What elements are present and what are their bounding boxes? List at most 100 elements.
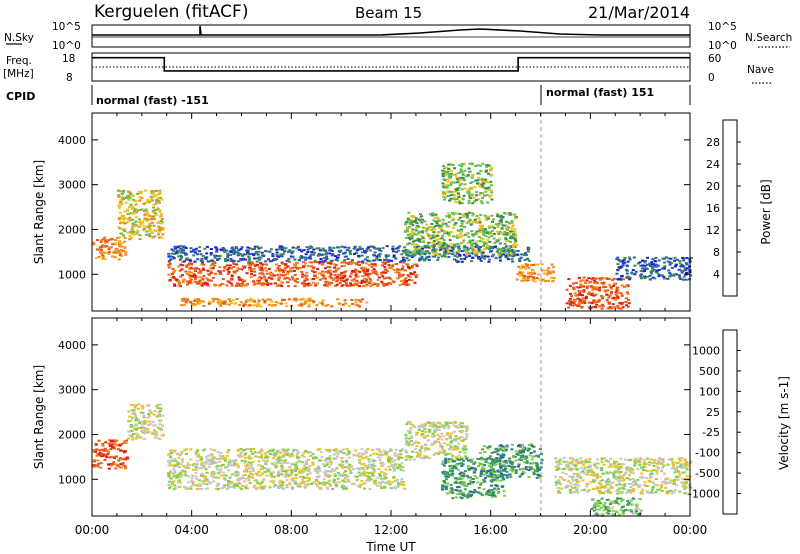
echo-cell bbox=[235, 269, 239, 272]
echo-cell bbox=[387, 480, 391, 483]
echo-cell bbox=[487, 215, 491, 218]
echo-cell bbox=[286, 277, 290, 279]
echo-cell bbox=[388, 461, 391, 464]
echo-cell bbox=[452, 244, 456, 247]
echo-cell bbox=[237, 482, 241, 485]
echo-cell bbox=[420, 430, 424, 433]
echo-cell bbox=[398, 275, 402, 278]
echo-cell bbox=[325, 256, 329, 258]
echo-cell bbox=[354, 449, 357, 452]
echo-cell bbox=[160, 222, 164, 225]
echo-cell bbox=[240, 283, 243, 286]
echo-cell bbox=[311, 481, 315, 484]
echo-cell bbox=[302, 476, 306, 479]
echo-cell bbox=[445, 432, 449, 435]
echo-cell bbox=[470, 193, 474, 196]
echo-cell bbox=[107, 452, 111, 455]
echo-cell bbox=[387, 455, 391, 458]
echo-cell bbox=[612, 296, 616, 299]
echo-cell bbox=[173, 284, 177, 287]
echo-cell bbox=[229, 282, 233, 285]
echo-cell bbox=[354, 280, 358, 283]
echo-cell bbox=[455, 496, 458, 499]
echo-cell bbox=[364, 273, 368, 276]
echo-cell bbox=[293, 463, 297, 466]
echo-cell bbox=[322, 275, 326, 278]
echo-cell bbox=[218, 266, 222, 269]
echo-cell bbox=[466, 242, 470, 245]
echo-cell bbox=[666, 260, 670, 263]
echo-cell bbox=[404, 281, 408, 284]
echo-cell bbox=[124, 441, 128, 444]
echo-cell bbox=[329, 461, 333, 464]
echo-cell bbox=[161, 221, 164, 224]
echo-cell bbox=[121, 462, 125, 465]
echo-cell bbox=[139, 411, 143, 414]
echo-cell bbox=[607, 301, 611, 304]
echo-cell bbox=[410, 252, 414, 255]
echo-cell bbox=[373, 482, 377, 484]
echo-cell bbox=[468, 252, 472, 254]
echo-cell bbox=[213, 297, 217, 300]
echo-cell bbox=[661, 257, 665, 260]
echo-cell bbox=[485, 242, 489, 245]
echo-cell bbox=[128, 415, 132, 418]
echo-cell bbox=[628, 276, 632, 279]
echo-cell bbox=[368, 479, 372, 482]
echo-cell bbox=[513, 231, 517, 233]
echo-cell bbox=[179, 275, 183, 278]
echo-cell bbox=[359, 248, 363, 251]
echo-cell bbox=[300, 270, 304, 273]
echo-cell bbox=[272, 259, 276, 262]
echo-cell bbox=[120, 193, 124, 195]
echo-cell bbox=[205, 458, 209, 461]
echo-cell bbox=[238, 304, 242, 307]
echo-cell bbox=[263, 485, 267, 488]
echo-cell bbox=[469, 223, 473, 226]
echo-cell bbox=[338, 277, 342, 280]
echo-cell bbox=[204, 468, 208, 471]
echo-cell bbox=[354, 301, 358, 304]
echo-cell bbox=[372, 268, 376, 271]
echo-cell bbox=[616, 297, 620, 300]
echo-cell bbox=[430, 222, 434, 225]
echo-cell bbox=[220, 300, 224, 302]
echo-cell bbox=[129, 419, 133, 422]
echo-cell bbox=[218, 257, 222, 260]
echo-cell bbox=[103, 258, 107, 261]
echo-cell bbox=[244, 486, 247, 489]
echo-cell bbox=[472, 197, 476, 199]
echo-cell bbox=[125, 210, 129, 212]
echo-cell bbox=[600, 297, 604, 300]
echo-cell bbox=[399, 261, 402, 264]
echo-cell bbox=[187, 466, 191, 469]
echo-cell bbox=[197, 453, 201, 456]
echo-cell bbox=[447, 473, 451, 476]
echo-cell bbox=[606, 289, 610, 292]
echo-cell bbox=[232, 460, 235, 463]
echo-cell bbox=[198, 269, 202, 272]
echo-cell bbox=[345, 486, 349, 489]
echo-cell bbox=[520, 279, 524, 282]
echo-cell bbox=[128, 238, 132, 241]
echo-cell bbox=[433, 430, 437, 433]
echo-cell bbox=[98, 251, 102, 254]
echo-cell bbox=[458, 254, 462, 257]
echo-cell bbox=[387, 264, 391, 267]
echo-cell bbox=[355, 284, 359, 287]
echo-cell bbox=[257, 299, 261, 302]
echo-cell bbox=[354, 251, 358, 254]
echo-cell bbox=[333, 473, 336, 476]
echo-cell bbox=[156, 403, 160, 406]
echo-cell bbox=[580, 306, 584, 309]
echo-cell bbox=[245, 299, 249, 302]
frequency-line bbox=[92, 56, 690, 72]
echo-cell bbox=[347, 467, 351, 470]
echo-cell bbox=[608, 294, 612, 297]
echo-cell bbox=[231, 473, 235, 475]
echo-cell bbox=[411, 443, 415, 446]
echo-cell bbox=[331, 253, 335, 256]
echo-cell bbox=[295, 461, 299, 464]
echo-cell bbox=[664, 256, 668, 259]
echo-cell bbox=[283, 269, 287, 272]
